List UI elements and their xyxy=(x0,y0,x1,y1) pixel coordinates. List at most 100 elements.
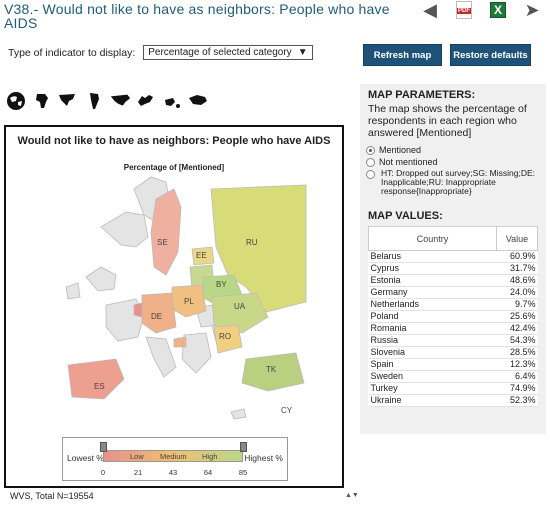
cell-country: Belarus xyxy=(368,250,497,263)
globe-icon[interactable] xyxy=(5,92,27,110)
label-pl: PL xyxy=(184,297,194,306)
label-tk: TK xyxy=(266,365,277,374)
cell-value: 54.3% xyxy=(496,334,538,347)
legend-ticks: 0 21 43 64 85 xyxy=(100,468,247,480)
column-header-value[interactable]: Value xyxy=(496,226,538,251)
cell-country: Cyprus xyxy=(368,262,497,275)
table-row: Spain 12.3% xyxy=(368,358,538,371)
cell-value: 6.4% xyxy=(496,370,538,383)
north-america-icon[interactable] xyxy=(57,92,79,110)
country-ireland-nodata xyxy=(65,282,81,300)
excel-export-button[interactable]: X xyxy=(488,2,508,18)
country-germany[interactable] xyxy=(141,292,177,334)
option-not-mentioned[interactable]: Not mentioned xyxy=(366,157,540,167)
indicator-select[interactable]: Percentage of selected category ▼ xyxy=(143,45,313,60)
label-es: ES xyxy=(94,382,105,391)
cell-country: Romania xyxy=(368,322,497,335)
legend-word-high: High xyxy=(202,452,218,461)
table-row: Germany 24.0% xyxy=(368,286,538,299)
legend-tick: 64 xyxy=(203,468,213,477)
region-selector xyxy=(5,92,209,110)
country-italy-nodata xyxy=(145,336,177,378)
values-table: Country Value Belarus 60.9% Cyprus 31.7% Est… xyxy=(368,226,538,407)
country-norway-nodata xyxy=(100,211,149,248)
map-subtitle: Percentage of [Mentioned] xyxy=(123,163,225,172)
country-spain[interactable] xyxy=(67,358,125,400)
cell-value: 31.7% xyxy=(496,262,538,275)
country-ukraine[interactable] xyxy=(211,292,269,334)
pdf-icon xyxy=(456,1,472,19)
country-turkey[interactable] xyxy=(241,352,305,392)
europe-icon[interactable] xyxy=(135,92,157,110)
cell-value: 74.9% xyxy=(496,382,538,395)
page-title: V38.- Would not like to have as neighbor… xyxy=(4,1,390,31)
cell-value: 60.9% xyxy=(496,250,538,263)
country-cyprus-shape xyxy=(230,408,247,420)
cell-value: 25.6% xyxy=(496,310,538,323)
map-title: Would not like to have as neighbors: Peo… xyxy=(17,135,331,147)
label-ua: UA xyxy=(234,302,246,311)
table-row: Slovenia 28.5% xyxy=(368,346,538,359)
europe-map: SE RU EE BY PL DE UA RO ES TK CY xyxy=(65,176,307,420)
params-text: The map shows the percentage of responde… xyxy=(368,103,527,139)
asia-icon[interactable] xyxy=(109,92,131,110)
cell-country: Spain xyxy=(368,358,497,371)
table-row: Poland 25.6% xyxy=(368,310,538,323)
oceania-icon[interactable] xyxy=(161,92,183,110)
cell-value: 42.4% xyxy=(496,322,538,335)
option-label: Not mentioned xyxy=(379,157,438,167)
column-header-country[interactable]: Country xyxy=(368,226,497,251)
country-sweden[interactable] xyxy=(150,188,182,276)
table-row: Belarus 60.9% xyxy=(368,250,538,263)
label-by: BY xyxy=(216,280,227,289)
country-netherlands[interactable] xyxy=(133,302,143,318)
radio-icon[interactable] xyxy=(366,158,375,167)
country-estonia[interactable] xyxy=(191,246,215,266)
legend-tick: 21 xyxy=(133,468,143,477)
country-balkans-nodata xyxy=(181,332,212,374)
side-panel: MAP PARAMETERS: The map shows the percen… xyxy=(360,84,546,434)
option-mentioned[interactable]: Mentioned xyxy=(366,145,540,155)
table-row: Cyprus 31.7% xyxy=(368,262,538,275)
table-row: Sweden 6.4% xyxy=(368,370,538,383)
params-heading: MAP PARAMETERS: xyxy=(368,89,476,101)
country-slovenia[interactable] xyxy=(173,336,187,348)
cell-value: 12.3% xyxy=(496,358,538,371)
legend-min-handle[interactable] xyxy=(100,442,107,452)
cell-country: Slovenia xyxy=(368,346,497,359)
legend-max-handle[interactable] xyxy=(240,442,247,452)
cell-value: 9.7% xyxy=(496,298,538,311)
pdf-export-button[interactable] xyxy=(454,1,474,19)
indicator-row: Type of indicator to display: Percentage… xyxy=(8,45,313,60)
label-cy: CY xyxy=(281,406,293,415)
cell-country: Sweden xyxy=(368,370,497,383)
arrow-right-icon[interactable]: ➤ xyxy=(524,0,540,20)
arrow-left-icon[interactable]: ◀ xyxy=(423,0,437,20)
option-label: HT: Dropped out survey;SG: Missing;DE: I… xyxy=(381,168,536,196)
option-missing[interactable]: HT: Dropped out survey;SG: Missing;DE: I… xyxy=(366,169,540,196)
country-romania[interactable] xyxy=(213,324,243,354)
legend-tick: 0 xyxy=(100,468,106,477)
radio-selected-icon[interactable] xyxy=(366,146,375,155)
dropdown-arrow-icon: ▼ xyxy=(297,47,308,58)
country-uk-nodata xyxy=(85,266,117,292)
label-de: DE xyxy=(151,312,162,321)
middle-east-icon[interactable] xyxy=(187,92,209,110)
cell-country: Netherlands xyxy=(368,298,497,311)
map-panel: SE RU EE BY PL DE UA RO ES TK CY Would n… xyxy=(4,125,344,488)
cell-value: 48.6% xyxy=(496,274,538,287)
indicator-selected-value: Percentage of selected category xyxy=(148,47,292,58)
south-america-icon[interactable] xyxy=(83,92,105,110)
restore-defaults-button[interactable]: Restore defaults xyxy=(450,44,531,66)
table-row: Romania 42.4% xyxy=(368,322,538,335)
table-row: Turkey 74.9% xyxy=(368,382,538,395)
table-row: Russia 54.3% xyxy=(368,334,538,347)
values-heading: MAP VALUES: xyxy=(368,210,443,222)
legend-color-bar: Low Medium High xyxy=(103,450,243,462)
legend-lowest-label: Lowest % xyxy=(67,453,104,463)
africa-icon[interactable] xyxy=(31,92,53,110)
radio-icon[interactable] xyxy=(366,170,375,179)
legend-tick: 85 xyxy=(238,468,248,477)
spinner-icon[interactable]: ▲▼ xyxy=(345,492,359,499)
refresh-map-button[interactable]: Refresh map xyxy=(363,44,442,66)
